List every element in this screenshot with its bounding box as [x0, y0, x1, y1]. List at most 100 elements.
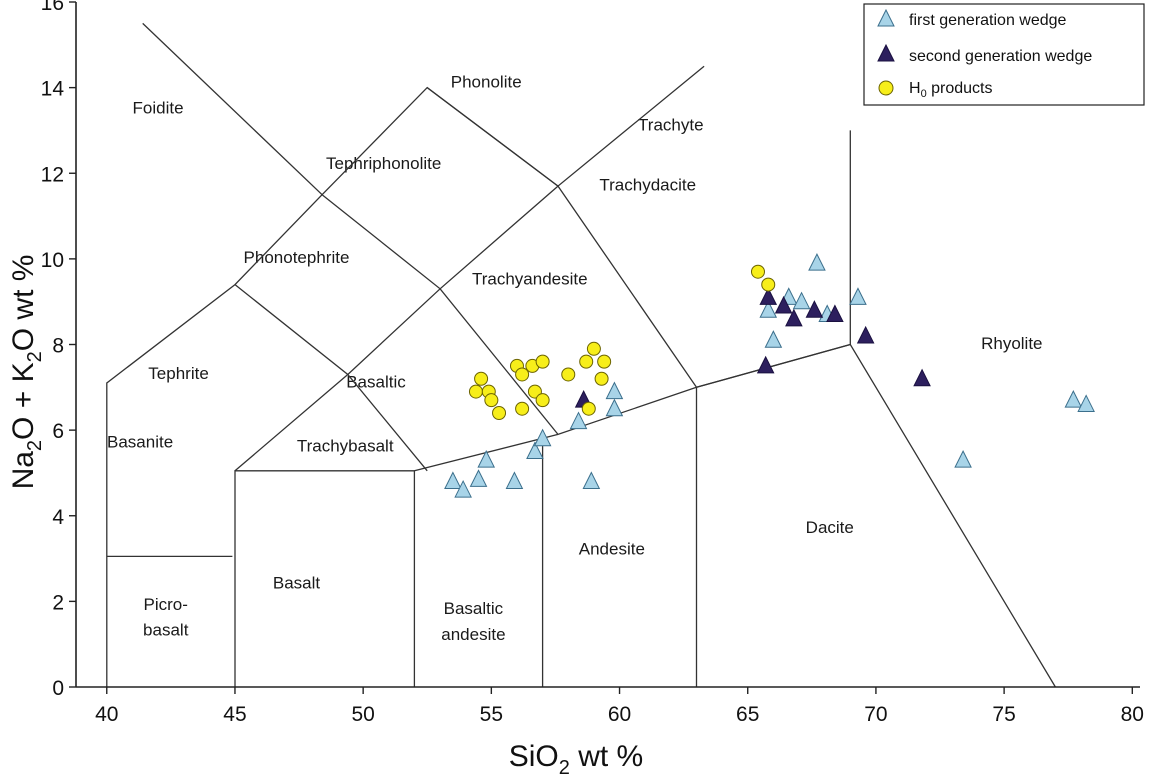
field-label: Picro- [144, 595, 188, 614]
y-tick-label: 12 [41, 163, 64, 186]
legend-label-h0-rest: products [927, 80, 993, 97]
x-tick-label: 75 [992, 703, 1015, 726]
field-label: Basaltic [346, 372, 406, 391]
x-axis-title-subscript: 2 [559, 757, 570, 776]
series-2 [468, 264, 776, 420]
triangle-marker [805, 300, 824, 318]
triangle-marker [469, 469, 488, 487]
legend-label-second-generation: second generation wedge [909, 48, 1092, 65]
field-boundary-line [234, 470, 416, 687]
field-label: Tephriphonolite [326, 154, 441, 173]
field-label: Trachyandesite [472, 270, 588, 289]
x-tick-label: 80 [1121, 703, 1144, 726]
field-label: Trachydacite [599, 175, 696, 194]
y-tick-label: 0 [52, 677, 64, 700]
triangle-marker [785, 308, 803, 327]
circle-marker [535, 354, 550, 369]
x-tick-label: 55 [480, 703, 503, 726]
circle-marker [579, 354, 594, 369]
circle-marker [594, 371, 609, 386]
legend-label-h0-products: H0 products [909, 80, 993, 100]
legend-marker-first-generation [877, 8, 895, 27]
triangle-marker [454, 479, 472, 498]
legend-marker-h0-products [878, 80, 894, 96]
circle-marker [761, 277, 776, 292]
triangle-marker [569, 411, 588, 430]
triangle-marker [759, 287, 778, 305]
circle-marker [535, 393, 550, 408]
field-label: Basalt [273, 574, 321, 593]
triangle-marker [505, 471, 524, 489]
field-label: Trachybasalt [297, 437, 394, 456]
triangle-marker [605, 381, 624, 400]
circle-marker [492, 406, 507, 420]
legend: first generation wedge second generation… [863, 3, 1145, 106]
field-label: Basanite [107, 432, 173, 451]
field-boundary-line [142, 22, 323, 196]
circle-marker [586, 341, 601, 356]
x-tick-label: 65 [736, 703, 759, 726]
triangle-marker [826, 304, 844, 323]
x-tick-label: 50 [351, 703, 374, 726]
y-axis-title: Na2O + K2O wt % [7, 255, 46, 490]
x-tick-label: 40 [95, 703, 118, 726]
circle-marker [474, 371, 489, 386]
x-tick-label: 60 [608, 703, 631, 726]
circle-marker [750, 264, 765, 279]
circle-marker [597, 354, 612, 369]
x-tick-label: 45 [223, 703, 246, 726]
x-axis-title-main: SiO [509, 740, 559, 773]
circle-marker [484, 393, 499, 408]
field-label: Foidite [133, 98, 184, 117]
triangle-marker [444, 471, 462, 489]
triangle-marker [856, 325, 875, 344]
classification-fields: Foidite Phonolite Tephriphonolite Trachyte T… [107, 73, 1043, 644]
field-boundary-line [426, 87, 559, 187]
axis-ticks: 40 45 50 55 60 65 70 75 80 0 2 4 6 8 10 12 14 16 [41, 0, 1144, 726]
legend-box [863, 3, 1145, 106]
circle-marker [515, 367, 530, 382]
y-tick-label: 4 [52, 506, 64, 529]
field-label: Basaltic [444, 599, 504, 618]
circle-marker [515, 401, 530, 416]
legend-label-h0-subscript: 0 [921, 88, 927, 100]
y-axis-title-part2: O + K [7, 362, 40, 440]
field-label: Rhyolite [981, 334, 1042, 353]
triangle-marker [1064, 390, 1083, 408]
circle-marker [581, 401, 596, 416]
triangle-marker [582, 471, 601, 489]
y-tick-label: 10 [41, 249, 64, 272]
legend-label-first-generation: first generation wedge [909, 12, 1067, 29]
triangle-marker [759, 300, 778, 318]
triangle-marker [1077, 394, 1095, 412]
y-axis-title-sub2: 2 [24, 351, 46, 362]
triangle-marker [477, 449, 496, 468]
triangle-marker [774, 295, 793, 314]
circle-marker [468, 384, 483, 399]
legend-label-h0-main: H [909, 80, 921, 97]
triangle-marker [756, 355, 775, 374]
triangle-marker [913, 368, 931, 387]
y-axis-title-sub1: 2 [24, 440, 46, 451]
field-boundaries [106, 22, 1056, 688]
field-label: Phonotephrite [244, 248, 350, 267]
triangle-marker [533, 428, 552, 447]
field-label: Trachyte [638, 115, 704, 134]
field-label: basalt [143, 621, 189, 640]
field-label: Andesite [579, 539, 645, 558]
triangle-marker [605, 398, 624, 417]
x-axis-title: SiO2 wt % [509, 740, 644, 776]
triangle-marker [808, 253, 826, 271]
field-label: Dacite [806, 518, 854, 537]
x-axis-title-rest: wt % [570, 740, 643, 773]
triangle-marker [792, 291, 811, 310]
y-tick-label: 2 [52, 591, 64, 614]
y-tick-label: 16 [41, 0, 64, 15]
field-label: Phonolite [451, 73, 522, 92]
y-axis-title-part1: Na [7, 451, 40, 490]
triangle-marker [849, 287, 867, 305]
y-tick-label: 6 [52, 420, 64, 443]
y-axis-title-part3: O wt % [7, 255, 40, 352]
triangle-marker [526, 441, 544, 460]
